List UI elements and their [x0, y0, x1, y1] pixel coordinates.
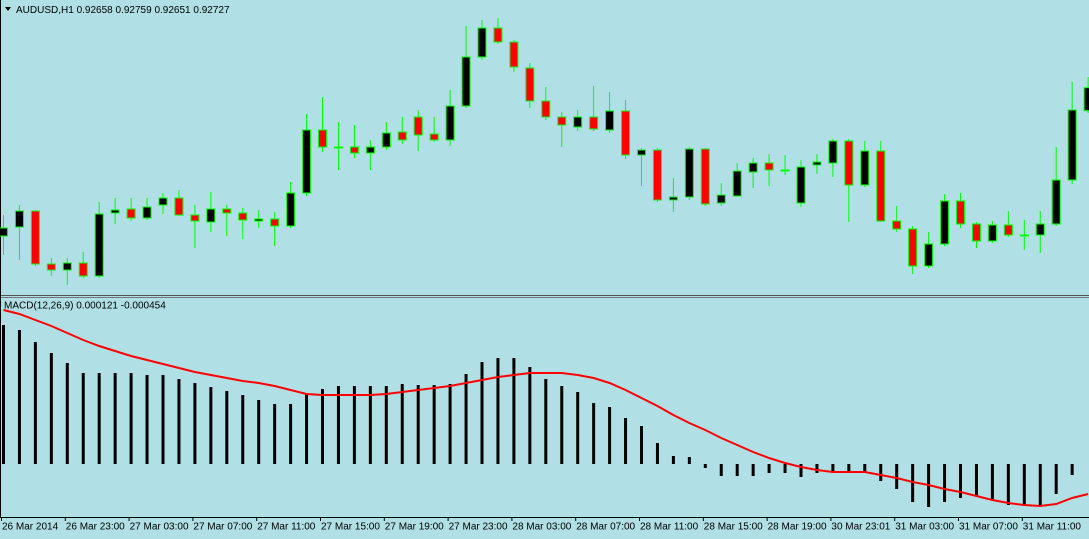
candle-body: [844, 140, 854, 186]
candle-body: [158, 197, 168, 206]
chart-header: AUDUSD,H1 0.92658 0.92759 0.92651 0.9272…: [16, 5, 230, 16]
candle-body: [1019, 234, 1029, 237]
symbol: AUDUSD,H1: [16, 5, 74, 16]
candle-body: [365, 146, 375, 154]
candle-body: [397, 131, 407, 141]
candle-body: [652, 149, 662, 201]
candle-body: [956, 200, 965, 225]
candle-body: [908, 228, 918, 267]
candle-body: [333, 146, 343, 149]
candle-body: [94, 213, 104, 277]
candle-body: [892, 220, 902, 230]
candle-body: [318, 129, 327, 148]
x-tick-label: 27 Mar 07:00: [193, 522, 252, 533]
candle-body: [589, 116, 599, 130]
candle-body: [525, 67, 535, 102]
candle-body: [828, 140, 838, 164]
x-tick-label: 31 Mar 07:00: [959, 522, 1018, 533]
candle-body: [110, 209, 120, 214]
candle-body: [541, 100, 551, 118]
candle-body: [860, 150, 870, 186]
candle-body: [349, 146, 359, 154]
indicator-label: MACD(12,26,9) 0.000121 -0.000454: [4, 301, 166, 312]
candle-body: [493, 27, 503, 43]
candle-body: [509, 41, 519, 68]
candle-body: [1035, 223, 1045, 236]
candle-body: [126, 208, 136, 219]
marks: 26 Mar 2014 26 Mar 23:00 27 Mar 03:00 27 Ma…: [0, 18, 1089, 533]
candle-body: [796, 166, 806, 204]
candle-body: [1051, 179, 1061, 225]
candle-body: [684, 148, 694, 198]
candle-body: [557, 116, 567, 126]
candle-body: [190, 214, 200, 222]
x-tick-label: 28 Mar 11:00: [640, 522, 699, 533]
x-tick-label: 27 Mar 19:00: [385, 522, 444, 533]
candle-body: [573, 116, 583, 128]
candle-body: [461, 56, 471, 107]
candle-body: [924, 243, 934, 267]
x-tick-label: 27 Mar 15:00: [321, 522, 380, 533]
x-tick-label: 26 Mar 23:00: [66, 522, 125, 533]
candle-body: [0, 227, 8, 237]
candle-body: [987, 224, 997, 242]
candle-body: [716, 194, 726, 204]
candle-body: [238, 212, 248, 221]
last-low: 0.92651: [154, 5, 191, 16]
x-tick-label: 28 Mar 19:00: [768, 522, 827, 533]
x-tick-label: 28 Mar 03:00: [512, 522, 571, 533]
candle-body: [764, 162, 774, 171]
candle-body: [429, 133, 439, 141]
candle-body: [413, 116, 423, 136]
x-tick-label: 28 Mar 07:00: [576, 522, 635, 533]
candle-body: [1083, 87, 1089, 112]
candle-body: [46, 263, 56, 271]
candle-body: [78, 262, 88, 277]
candle-body: [174, 197, 184, 216]
x-tick-label: 28 Mar 15:00: [704, 522, 763, 533]
candle-body: [940, 200, 950, 245]
candle-body: [381, 132, 391, 148]
candle-body: [477, 27, 487, 58]
candle-body: [222, 208, 232, 214]
candle-body: [1003, 224, 1013, 236]
x-tick-label: 27 Mar 23:00: [449, 522, 508, 533]
candle-body: [621, 110, 631, 156]
signal-line: [3, 309, 1089, 508]
candle-body: [62, 262, 72, 271]
x-tick-label: 31 Mar 03:00: [895, 522, 954, 533]
candle-body: [637, 149, 646, 156]
candle-body: [780, 169, 790, 172]
candle-body: [605, 110, 615, 131]
candle-body: [14, 210, 24, 228]
candle-body: [732, 170, 742, 197]
menu-icon[interactable]: [5, 7, 11, 11]
last-high: 0.92759: [116, 5, 153, 16]
candle-body: [748, 162, 758, 173]
x-tick-label: 30 Mar 23:01: [831, 522, 890, 533]
candle-body: [254, 218, 264, 222]
x-tick-label: 27 Mar 03:00: [130, 522, 189, 533]
candle-body: [812, 161, 822, 166]
candle-body: [286, 192, 296, 227]
x-tick-label: 27 Mar 11:00: [257, 522, 316, 533]
candle-body: [206, 208, 216, 223]
candle-body: [142, 206, 152, 219]
candle-body: [1067, 109, 1077, 181]
candle-body: [876, 150, 886, 222]
last-close: 0.92727: [193, 5, 230, 16]
candle-body: [270, 218, 280, 227]
candle-body: [30, 210, 40, 265]
x-tick-label: 26 Mar 2014: [2, 522, 59, 533]
candle-body: [302, 129, 312, 194]
candle-body: [700, 148, 710, 205]
x-tick-label: 31 Mar 11:00: [1023, 522, 1082, 533]
candle-body: [445, 105, 455, 141]
candle-body: [668, 196, 678, 201]
candle-body: [971, 223, 981, 242]
last-open: 0.92658: [77, 5, 114, 16]
